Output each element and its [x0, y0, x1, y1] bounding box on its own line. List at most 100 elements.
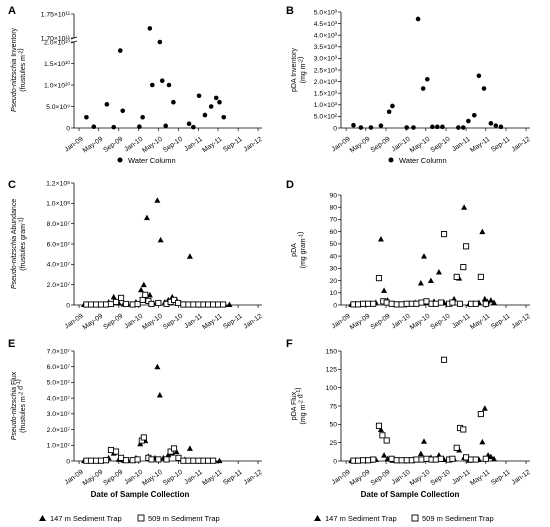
series-triangle	[81, 197, 233, 307]
y-tick-label: 5.0×10⁷	[47, 380, 71, 387]
data-point-square	[170, 445, 178, 452]
y-tick-label: 7.0×10⁷	[47, 348, 71, 355]
x-tick-label: May-11	[201, 136, 223, 155]
y-axis-label-part: )	[298, 57, 305, 59]
legend-label-trap-147: 147 m Sediment Trap	[50, 514, 122, 523]
y-tick-label: 1.5×10¹⁰	[44, 60, 70, 68]
data-point-square	[129, 457, 136, 464]
data-point-square	[93, 457, 100, 464]
data-point-circle	[386, 109, 392, 115]
y-tick-label: 6.0×10⁷	[47, 364, 71, 371]
x-tick-label: Jan-09	[64, 136, 85, 154]
data-point-square	[482, 455, 489, 462]
data-point-circle	[120, 108, 126, 114]
data-point-circle	[358, 125, 364, 130]
data-point-square	[453, 273, 460, 280]
x-tick-label: Jan-11	[183, 313, 204, 330]
data-point-square	[472, 456, 479, 463]
x-tick-label: Jan-10	[123, 313, 144, 331]
y-tick-label: 5.0×10²	[314, 114, 338, 121]
x-tick-label: May-11	[469, 469, 491, 488]
x-tick-label: Sep-09	[102, 313, 124, 331]
y-tick-label: 20	[329, 278, 337, 285]
data-point-triangle	[377, 236, 384, 242]
series-square	[83, 291, 227, 308]
y-axis-label-part: -2	[299, 400, 305, 405]
x-tick-label: Sep-09	[370, 313, 392, 331]
series-triangle	[81, 363, 223, 464]
data-point-square	[463, 454, 470, 461]
data-point-triangle	[479, 228, 486, 235]
panel-letter: D	[286, 179, 294, 191]
data-point-circle	[424, 76, 430, 82]
data-point-triangle	[381, 452, 388, 458]
x-tick-label: Sep-09	[102, 469, 124, 487]
data-point-circle	[221, 114, 227, 120]
x-tick-label: Jan-12	[511, 313, 532, 331]
data-point-triangle	[157, 236, 164, 243]
data-point-circle	[150, 82, 155, 88]
data-point-triangle	[491, 455, 498, 462]
y-axis-label-part: )	[15, 379, 22, 381]
y-axis-label-line: (mg m-2 d-1)	[295, 388, 307, 425]
data-point-square	[418, 456, 425, 463]
x-axis-title-left: Date of Sample Collection	[91, 490, 190, 499]
series-circle	[84, 26, 227, 130]
data-point-circle	[481, 86, 487, 91]
data-point-circle	[498, 124, 504, 130]
data-point-square	[163, 456, 170, 463]
y-axis-label-line: Pseudo-nitzschia Inventory	[11, 27, 18, 112]
y-axis-label-part: -2	[19, 50, 25, 55]
y-tick-label: 4.5×10³	[314, 21, 338, 28]
x-tick-label: Jan-09	[64, 313, 85, 331]
y-tick-label: 0	[333, 125, 337, 132]
data-point-circle	[351, 122, 356, 128]
x-tick-label: Jan-10	[391, 136, 412, 154]
y-tick-label: 25	[329, 440, 337, 447]
legend-label-water-column: Water Column	[399, 156, 447, 165]
data-point-square	[139, 296, 146, 303]
data-point-triangle	[186, 253, 193, 259]
y-tick-label: 30	[329, 266, 337, 273]
y-tick-label: 2.0×10⁷	[47, 282, 71, 289]
data-point-square	[214, 301, 222, 308]
data-point-circle	[411, 125, 416, 130]
x-tick-label: Jan-11	[183, 136, 204, 153]
legend-label-trap-509: 509 m Sediment Trap	[422, 514, 494, 523]
data-point-square	[393, 457, 400, 464]
series-square	[350, 356, 489, 464]
x-tick-label: Sep-10	[162, 469, 184, 487]
data-point-triangle	[491, 299, 498, 306]
panel-letter: F	[286, 338, 293, 350]
y-axis-label-part: pDA Inventory	[291, 48, 298, 92]
data-point-square	[118, 294, 125, 301]
data-point-square	[112, 448, 120, 455]
data-point-circle	[157, 39, 163, 45]
y-axis-label-part: (frustules m	[20, 55, 27, 92]
data-point-square	[107, 300, 114, 308]
x-tick-label: Jan-11	[451, 469, 472, 486]
data-point-triangle	[216, 457, 223, 464]
data-point-square	[87, 301, 95, 308]
chart-panel-a: 0 5.0×10⁹ 1.0×10¹⁰ 1.5×10¹⁰ 2.0×10¹⁰1.70×10¹…	[8, 5, 264, 155]
data-point-circle	[163, 123, 169, 129]
x-tick-label: May-10	[409, 469, 432, 488]
data-point-circle	[166, 82, 172, 88]
data-point-triangle	[487, 453, 494, 460]
data-point-circle	[196, 93, 202, 99]
data-point-circle	[493, 123, 499, 128]
data-point-triangle	[154, 197, 161, 203]
data-point-square	[360, 300, 367, 307]
y-tick-label: 0	[66, 302, 70, 309]
x-tick-label: Jan-10	[391, 313, 412, 331]
x-tick-label: May-09	[82, 313, 105, 332]
y-axis-label-part: Pseudo-nitzschia	[11, 236, 18, 289]
y-tick-label: 40	[329, 253, 337, 260]
data-point-circle	[456, 125, 461, 130]
y-tick-label: 2.5×10³	[314, 67, 338, 74]
x-tick-label: May-11	[201, 469, 223, 488]
y-tick-label: 60	[329, 229, 337, 236]
y-axis-label-line: (mg gram-1)	[298, 232, 308, 269]
legend-triangle-marker	[39, 515, 46, 521]
y-tick-label: 4.0×10³	[314, 33, 338, 40]
